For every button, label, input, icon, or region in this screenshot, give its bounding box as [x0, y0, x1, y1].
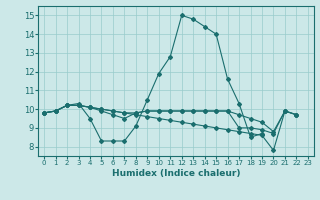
X-axis label: Humidex (Indice chaleur): Humidex (Indice chaleur) [112, 169, 240, 178]
